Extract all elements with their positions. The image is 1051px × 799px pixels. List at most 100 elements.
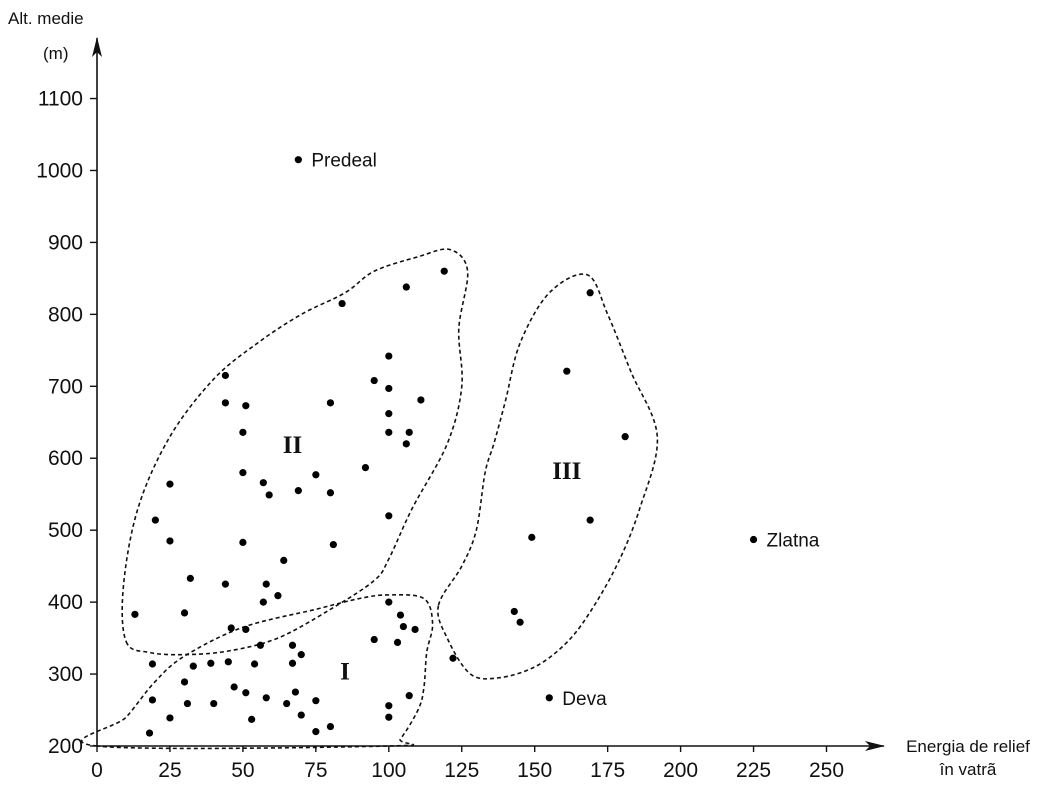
data-point bbox=[326, 399, 335, 407]
axes bbox=[92, 37, 885, 751]
data-point bbox=[221, 399, 229, 407]
data-point bbox=[329, 540, 337, 549]
data-point bbox=[312, 471, 320, 479]
data-point bbox=[385, 352, 393, 360]
y-tick-label: 700 bbox=[48, 375, 83, 398]
x-tick-label: 175 bbox=[590, 759, 625, 782]
data-point bbox=[291, 688, 300, 696]
data-point bbox=[256, 641, 265, 649]
data-point bbox=[312, 728, 320, 736]
data-point bbox=[417, 396, 425, 404]
data-point bbox=[183, 699, 192, 708]
data-point bbox=[385, 428, 393, 436]
data-point bbox=[239, 469, 247, 477]
data-point bbox=[274, 592, 282, 600]
data-point bbox=[326, 489, 335, 497]
data-point bbox=[189, 662, 197, 670]
data-point bbox=[148, 696, 157, 704]
y-tick-label: 1100 bbox=[38, 88, 83, 111]
data-point bbox=[242, 625, 250, 634]
cluster-outline-III bbox=[437, 273, 659, 680]
data-point bbox=[259, 598, 267, 606]
x-tick-label: 200 bbox=[663, 759, 698, 782]
data-point bbox=[262, 694, 270, 702]
data-point bbox=[399, 622, 407, 631]
data-point bbox=[221, 371, 229, 380]
data-point bbox=[563, 367, 571, 375]
data-point bbox=[288, 641, 297, 649]
data-point bbox=[248, 715, 256, 723]
data-point bbox=[166, 714, 174, 722]
data-point bbox=[239, 428, 247, 436]
data-point bbox=[131, 610, 139, 618]
data-point bbox=[370, 635, 378, 644]
x-tick-label: 125 bbox=[444, 759, 479, 782]
data-point bbox=[280, 556, 288, 564]
data-point bbox=[210, 699, 218, 708]
data-point bbox=[166, 537, 174, 545]
point-label-zlatna: Zlatna bbox=[767, 531, 820, 552]
data-point bbox=[405, 692, 413, 700]
y-tick-label: 200 bbox=[48, 735, 83, 758]
data-point bbox=[370, 376, 378, 385]
y-axis-title-line-2: (m) bbox=[43, 44, 68, 63]
data-point-deva bbox=[545, 694, 553, 702]
data-point bbox=[396, 611, 405, 619]
x-tick-label: 75 bbox=[304, 759, 327, 782]
data-point bbox=[250, 660, 259, 668]
axis-ticks: 0 25 50 75 100 125 150 175 200 225 250 200 300 400 500… bbox=[36, 88, 844, 782]
x-tick-label: 225 bbox=[736, 759, 771, 782]
data-point bbox=[224, 658, 232, 666]
data-point bbox=[528, 533, 536, 541]
data-points bbox=[131, 156, 758, 737]
data-point bbox=[385, 384, 393, 393]
data-point bbox=[242, 689, 250, 697]
y-tick-label: 400 bbox=[48, 591, 83, 614]
x-axis-title-line-1: Energia de relief bbox=[906, 737, 1030, 756]
cluster-label-III: III bbox=[552, 458, 581, 485]
data-point bbox=[510, 607, 518, 616]
data-point bbox=[338, 299, 346, 308]
data-point bbox=[449, 654, 457, 662]
data-point bbox=[180, 609, 189, 617]
point-labels: Predeal Zlatna Deva bbox=[311, 151, 819, 710]
data-point bbox=[221, 580, 229, 588]
data-point bbox=[385, 598, 393, 606]
data-point-predeal bbox=[294, 156, 302, 164]
x-tick-label: 50 bbox=[231, 759, 254, 782]
data-point bbox=[239, 538, 247, 547]
data-point bbox=[283, 699, 291, 708]
data-point bbox=[180, 678, 189, 686]
data-point bbox=[166, 480, 174, 488]
x-tick-label: 250 bbox=[809, 759, 844, 782]
x-tick-label: 0 bbox=[91, 759, 103, 782]
data-point bbox=[385, 702, 393, 710]
data-point bbox=[586, 289, 594, 297]
data-point bbox=[151, 516, 159, 524]
data-point bbox=[516, 618, 524, 626]
cluster-outline-I bbox=[80, 593, 434, 750]
x-tick-label: 25 bbox=[158, 759, 181, 782]
data-point bbox=[385, 713, 393, 721]
data-point bbox=[186, 574, 194, 582]
x-tick-label: 100 bbox=[371, 759, 406, 782]
data-point bbox=[207, 659, 215, 667]
cluster-label-II: II bbox=[283, 432, 302, 459]
point-label-deva: Deva bbox=[562, 689, 607, 710]
cluster-label-I: I bbox=[340, 658, 350, 685]
data-point bbox=[411, 625, 419, 634]
x-axis-title-line-2: în vatrã bbox=[939, 760, 997, 779]
data-point bbox=[393, 638, 402, 647]
y-tick-label: 300 bbox=[48, 663, 83, 686]
y-tick-label: 1000 bbox=[36, 159, 83, 182]
data-point bbox=[262, 580, 270, 588]
data-point-zlatna bbox=[749, 535, 758, 544]
data-point bbox=[227, 624, 235, 632]
data-point bbox=[361, 463, 370, 472]
y-tick-label: 900 bbox=[48, 231, 83, 254]
data-point bbox=[145, 729, 154, 737]
y-tick-label: 800 bbox=[48, 303, 83, 326]
